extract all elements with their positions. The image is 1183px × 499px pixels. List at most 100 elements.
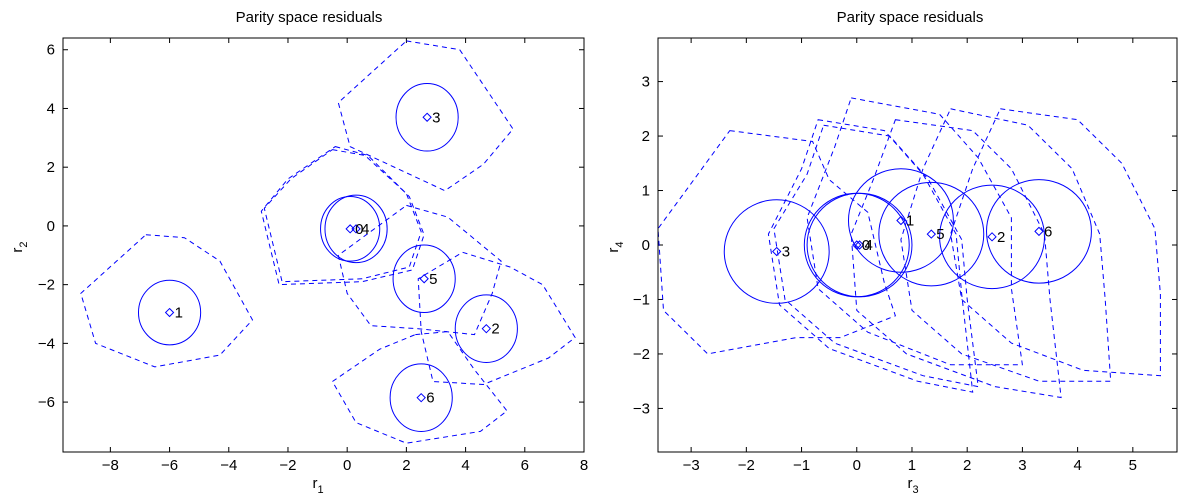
left-chart-ylabel: r2 xyxy=(9,241,30,252)
right-point-1 xyxy=(896,215,906,226)
right-y-tick-label: 0 xyxy=(642,237,650,254)
right-y-tick-label: 3 xyxy=(642,74,650,91)
left-chart-points: 1 2 3 4 5 6 0 xyxy=(164,109,500,407)
right-y-tick-label: −3 xyxy=(633,400,650,417)
left-point-6 xyxy=(416,392,426,403)
left-x-tick-label: −8 xyxy=(102,457,119,474)
left-ellipse-5 xyxy=(392,244,456,314)
right-chart-ylabel: r4 xyxy=(605,241,626,252)
right-ellipse-5 xyxy=(878,181,985,287)
right-point-6 xyxy=(1034,226,1044,237)
left-ellipse-0 xyxy=(320,196,381,262)
right-chart-axes-box xyxy=(657,37,1178,453)
left-ellipse-1 xyxy=(137,279,202,346)
right-region-5 xyxy=(850,119,1062,399)
left-chart-panel: Parity space residuals −8 −6 −4 −2 0 2 4 6 8 −6 −4… xyxy=(9,9,588,496)
right-ellipse-6 xyxy=(986,179,1092,284)
right-ellipse-4 xyxy=(806,192,913,298)
left-x-tick-label: 6 xyxy=(521,457,529,474)
left-point-label-1: 1 xyxy=(175,305,183,322)
left-ellipse-2 xyxy=(454,294,518,363)
right-point-label-1: 1 xyxy=(906,212,914,229)
right-point-3 xyxy=(772,246,782,257)
left-y-tick-label: −6 xyxy=(38,394,55,411)
left-region-0 xyxy=(263,149,422,283)
left-chart-xlabel-sub: 1 xyxy=(317,484,323,496)
right-point-label-4: 4 xyxy=(865,237,873,254)
left-point-3 xyxy=(422,112,432,122)
right-x-tick-label: 3 xyxy=(1018,457,1026,474)
right-x-tick-label: 1 xyxy=(908,457,916,474)
right-ellipse-1 xyxy=(847,168,954,273)
right-point-2 xyxy=(987,232,997,242)
left-point-label-0: 0 xyxy=(355,221,363,238)
right-point-label-6: 6 xyxy=(1044,223,1052,240)
right-chart-ylabel-main: r xyxy=(605,248,622,253)
right-ellipse-2 xyxy=(939,184,1045,290)
left-ellipse-3 xyxy=(395,83,459,152)
left-ellipse-4 xyxy=(324,194,388,264)
left-y-tick-label: 0 xyxy=(47,218,55,235)
right-chart-points: 3 40 1 5 2 6 xyxy=(772,212,1052,261)
right-chart-xlabel-sub: 3 xyxy=(912,484,918,496)
right-region-0 xyxy=(767,119,974,393)
right-chart-title: Parity space residuals xyxy=(837,9,984,26)
left-chart-axes-box xyxy=(62,37,585,453)
left-region-2 xyxy=(417,251,576,386)
right-chart-panel: Parity space residuals −3 −2 −1 0 1 2 3 4 5−3−2−… xyxy=(605,9,1178,496)
left-x-tick-label: −6 xyxy=(161,457,178,474)
right-region-4 xyxy=(773,124,979,388)
left-region-1 xyxy=(80,234,254,368)
right-chart-ticks: −3 −2 −1 0 1 2 3 4 5 −3 −2 −1 0 1 2 3 xyxy=(633,38,1177,474)
left-point-label-2: 2 xyxy=(491,321,499,338)
left-x-tick-label: 8 xyxy=(580,457,588,474)
right-y-tick-label: 2 xyxy=(642,128,650,145)
left-x-tick-label: 0 xyxy=(343,457,351,474)
left-region-4 xyxy=(260,146,425,286)
right-chart-regions xyxy=(658,97,1161,399)
right-x-tick-label: −2 xyxy=(738,457,755,474)
left-chart-ylabel-sub: 2 xyxy=(18,241,30,247)
right-chart-xlabel-main: r xyxy=(907,475,912,492)
left-point-label-3: 3 xyxy=(432,109,440,126)
left-point-label-4: 4 xyxy=(361,221,369,238)
right-x-tick-label: −3 xyxy=(683,457,700,474)
left-point-2 xyxy=(481,323,492,334)
left-chart-ylabel-main: r xyxy=(9,248,26,253)
right-chart-ellipses xyxy=(723,168,1092,304)
left-ellipse-6 xyxy=(389,363,453,432)
left-chart-regions xyxy=(80,40,576,444)
left-x-tick-label: −4 xyxy=(220,457,237,474)
right-point-0 xyxy=(852,240,862,250)
right-x-tick-label: 2 xyxy=(963,457,971,474)
right-point-4 xyxy=(854,240,865,250)
right-x-tick-label: 4 xyxy=(1073,457,1081,474)
right-y-tick-label: 1 xyxy=(642,183,650,200)
right-chart-xlabel: r3 xyxy=(907,475,918,496)
right-y-tick-label: −2 xyxy=(633,346,650,363)
left-y-tick-label: 2 xyxy=(47,159,55,176)
left-x-tick-label: −2 xyxy=(279,457,296,474)
left-chart-ticks: −8 −6 −4 −2 0 2 4 6 8 −6 −4 −2 0 2 4 6 xyxy=(38,38,588,474)
right-point-label-0: 0 xyxy=(862,237,870,254)
left-chart-ellipses xyxy=(137,83,518,432)
left-y-tick-label: −4 xyxy=(38,335,55,352)
right-chart-ylabel-sub: 4 xyxy=(614,241,626,247)
right-x-tick-label: 5 xyxy=(1129,457,1137,474)
left-point-5 xyxy=(419,274,429,284)
left-region-3 xyxy=(337,40,514,192)
right-region-3 xyxy=(658,130,897,355)
right-region-2 xyxy=(900,108,1112,382)
right-region-1 xyxy=(806,97,1023,366)
right-region-6 xyxy=(950,108,1161,377)
left-point-label-6: 6 xyxy=(426,390,434,407)
right-x-tick-label: −1 xyxy=(793,457,810,474)
right-point-label-5: 5 xyxy=(936,226,944,243)
left-chart-title: Parity space residuals xyxy=(236,9,383,26)
left-x-tick-label: 2 xyxy=(402,457,410,474)
right-point-label-2: 2 xyxy=(997,229,1005,246)
left-x-tick-label: 4 xyxy=(461,457,469,474)
left-chart-xlabel-main: r xyxy=(312,475,317,492)
left-y-tick-label: 4 xyxy=(47,100,55,117)
